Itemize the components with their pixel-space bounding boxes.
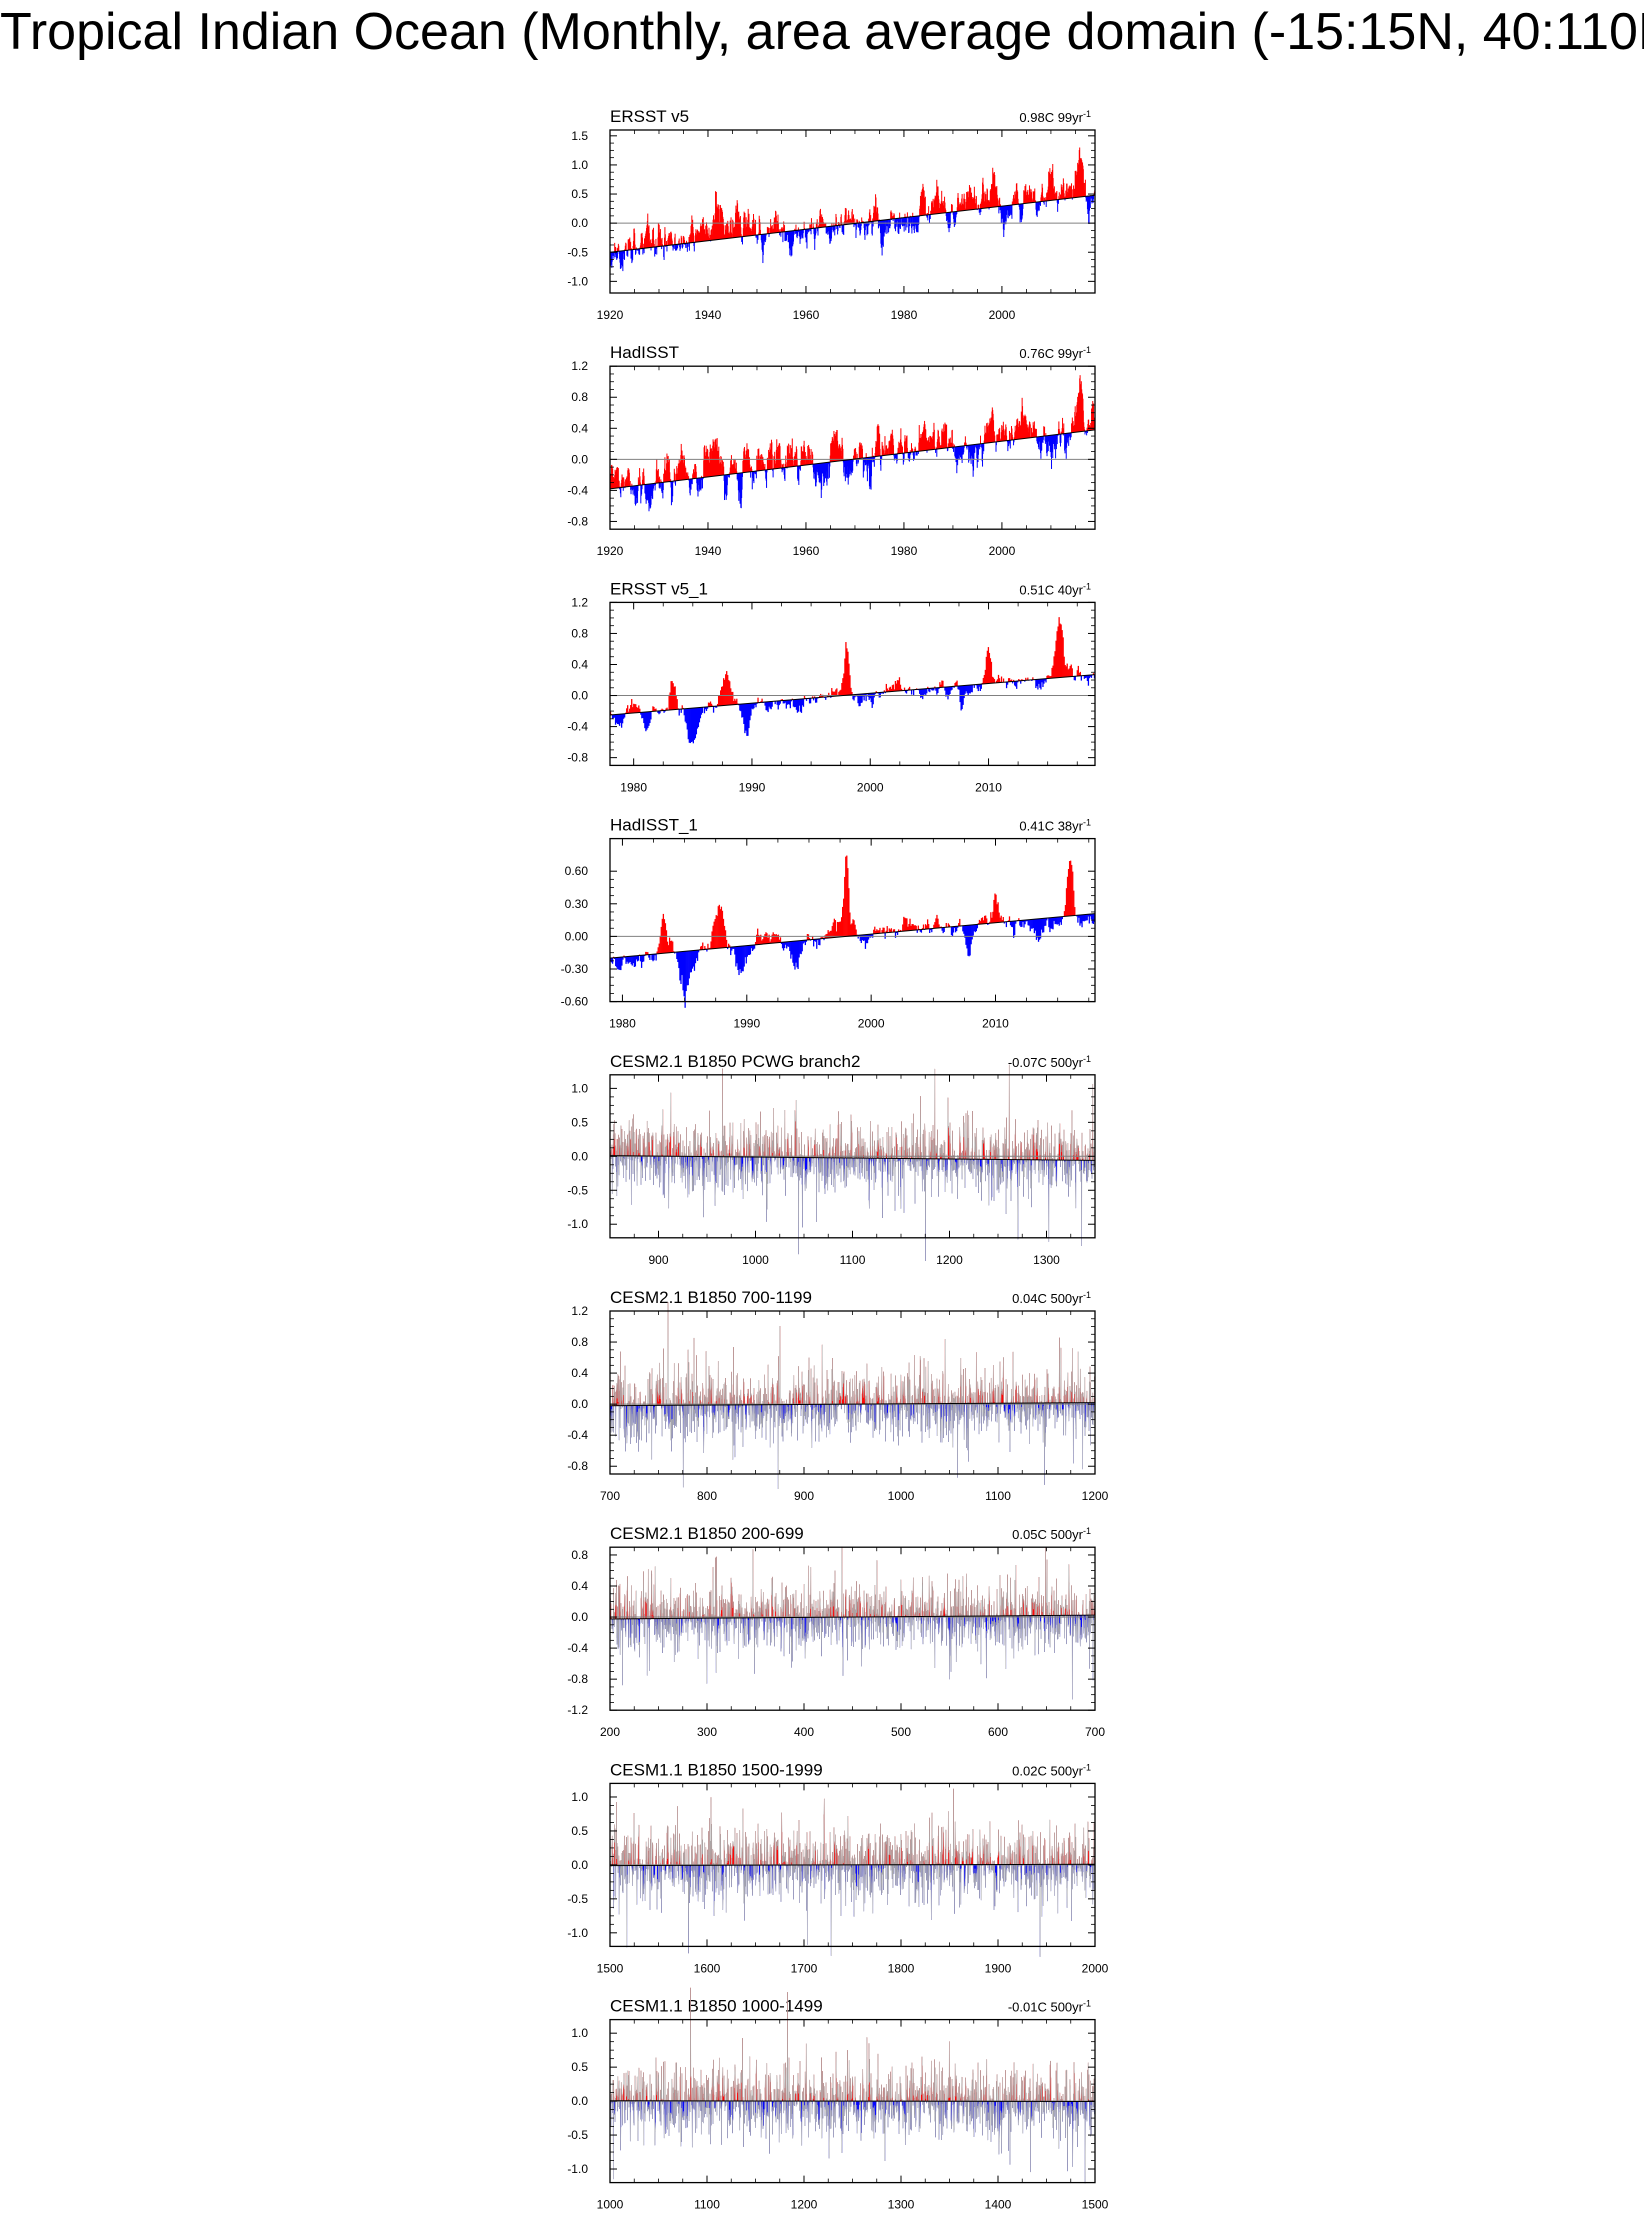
trend-line — [609, 194, 1096, 253]
y-tick-label: 0.0 — [571, 452, 588, 466]
anomaly-bars — [609, 855, 1096, 1008]
y-tick-label: -0.4 — [567, 720, 588, 734]
x-tick-label: 2010 — [975, 780, 1002, 794]
y-tick-label: 0.4 — [571, 657, 588, 671]
y-tick-label: -1.0 — [567, 274, 588, 288]
x-tick-label: 1980 — [891, 308, 918, 322]
trend-label: 0.51C 40yr-1 — [1019, 581, 1091, 597]
y-tick-label: 0.0 — [571, 216, 588, 230]
plot-frame — [609, 365, 1096, 530]
chart-panel: ERSST v5 0.98C 99yr-1 -1.0 -0.5 0.0 0.5 1.0 1.5… — [567, 107, 1096, 322]
panel-title: ERSST v5_1 — [610, 579, 708, 598]
x-tick-label: 1990 — [739, 780, 766, 794]
x-tick-label: 1940 — [695, 308, 722, 322]
anomaly-bars — [609, 147, 1096, 272]
y-tick-label: 1.2 — [571, 595, 588, 609]
y-tick-label: 0.0 — [571, 689, 588, 703]
y-tick-label: 0.30 — [565, 897, 589, 911]
y-tick-label: -0.60 — [561, 995, 589, 1009]
y-tick-label: 0.8 — [571, 390, 588, 404]
chart-panel: ERSST v5_1 0.51C 40yr-1 -0.8 -0.4 0.0 0.4 0.8 1… — [567, 579, 1096, 794]
x-tick-label: 1960 — [793, 308, 820, 322]
y-tick-label: 1.0 — [571, 158, 588, 172]
y-tick-label: -0.8 — [567, 514, 588, 528]
figure-title: Tropical Indian Ocean (Monthly, area ave… — [0, 0, 1644, 64]
trend-label: 0.98C 99yr-1 — [1019, 109, 1091, 125]
chart-panel: CESM2.1 B1850 PCWG branch2 -0.07C 500yr-1… — [567, 1052, 1096, 1267]
y-tick-label: 0.5 — [571, 187, 588, 201]
y-tick-label: 0.4 — [571, 421, 588, 435]
x-tick-label: 1960 — [793, 544, 820, 558]
y-tick-label: -0.8 — [567, 751, 588, 765]
trend-label: 0.41C 38yr-1 — [1019, 818, 1091, 834]
x-tick-label: 2000 — [989, 544, 1016, 558]
chart-panel: HadISST 0.76C 99yr-1 -0.8 -0.4 0.0 0.4 0.8 1.2 1… — [567, 343, 1096, 558]
x-tick-label: 1980 — [891, 544, 918, 558]
x-tick-label: 1980 — [609, 1017, 636, 1031]
plot-frame — [609, 601, 1096, 767]
plot-frame — [609, 129, 1096, 294]
panel-title: HadISST — [610, 343, 679, 362]
panel-title: CESM2.1 B1850 PCWG branch2 — [610, 1052, 860, 1071]
x-tick-label: 2000 — [858, 1017, 885, 1031]
y-tick-label: 0.8 — [571, 626, 588, 640]
trend-line — [609, 674, 1096, 716]
y-tick-label: 0.00 — [565, 929, 589, 943]
x-tick-label: 1920 — [597, 308, 624, 322]
panel-title: ERSST v5 — [610, 107, 689, 126]
anomaly-bars — [609, 617, 1096, 744]
y-tick-label: 0.60 — [565, 864, 589, 878]
trend-label: 0.76C 99yr-1 — [1019, 345, 1091, 361]
x-tick-label: 2010 — [982, 1017, 1009, 1031]
trend-label: -0.07C 500yr-1 — [1008, 1054, 1091, 1070]
y-tick-label: -0.30 — [561, 962, 589, 976]
y-tick-label: 1.5 — [571, 129, 588, 143]
panel-title: HadISST_1 — [610, 816, 698, 835]
trend-line — [609, 913, 1096, 959]
x-tick-label: 1920 — [597, 544, 624, 558]
y-tick-label: -0.5 — [567, 245, 588, 259]
x-tick-label: 2000 — [857, 780, 884, 794]
trend-line — [609, 429, 1096, 490]
chart-panel: HadISST_1 0.41C 38yr-1 -0.60 -0.30 0.00 0.30 0… — [561, 816, 1096, 1031]
x-tick-label: 1940 — [695, 544, 722, 558]
x-tick-label: 2000 — [989, 308, 1016, 322]
x-tick-label: 1980 — [620, 780, 647, 794]
y-tick-label: 1.2 — [571, 359, 588, 373]
x-tick-label: 1990 — [733, 1017, 760, 1031]
y-tick-label: -0.4 — [567, 483, 588, 497]
anomaly-bars — [609, 375, 1096, 512]
